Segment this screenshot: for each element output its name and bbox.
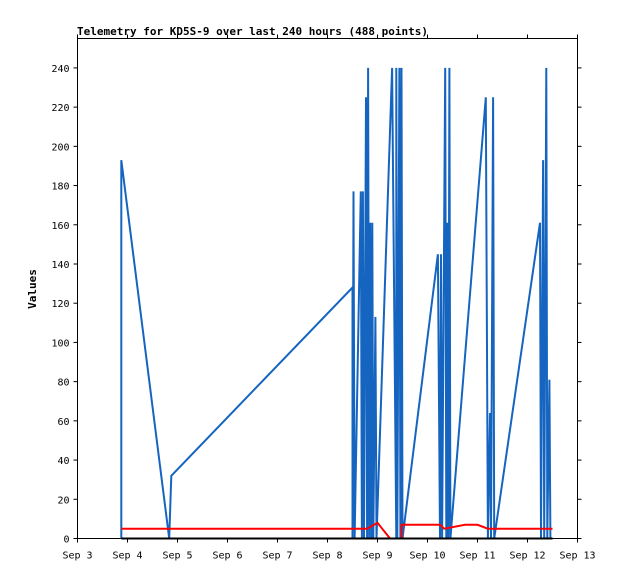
series-line-blue: [120, 67, 552, 539]
x-tick-label: Sep 10: [409, 551, 445, 562]
x-axis: Sep 3 Sep 4 Sep 5 Sep 6 Sep 7 Sep 8 Sep 9 Sep 1…: [62, 34, 596, 562]
series-layer: [120, 67, 553, 540]
x-tick-label: Sep 3: [62, 551, 92, 562]
y-tick-label: 60: [57, 417, 69, 428]
x-tick-label: Sep 4: [112, 551, 142, 562]
y-tick-label: 180: [51, 182, 69, 193]
plot-area: [77, 38, 578, 539]
y-tick-label: 40: [57, 456, 69, 467]
y-tick-label: 140: [51, 260, 69, 271]
y-tick-label: 80: [57, 378, 69, 389]
x-tick-label: Sep 8: [312, 551, 342, 562]
x-tick-label: Sep 5: [162, 551, 192, 562]
y-tick-label: 20: [57, 495, 69, 506]
y-tick-label: 120: [51, 299, 69, 310]
x-tick-label: Sep 9: [362, 551, 392, 562]
y-tick-label: 0: [63, 535, 69, 546]
y-tick-label: 220: [51, 103, 69, 114]
y-tick-label: 160: [51, 221, 69, 232]
series-line-red: [121, 521, 553, 540]
x-tick-label: Sep 13: [559, 551, 595, 562]
y-tick-label: 240: [51, 64, 69, 75]
x-tick-label: Sep 12: [509, 551, 545, 562]
y-axis: 0 20 40 60 80 100 120 140 160 180 200 220 240: [51, 64, 582, 546]
y-tick-label: 200: [51, 142, 69, 153]
chart-title: Telemetry for KD5S-9 over last 240 hours…: [77, 25, 428, 38]
x-tick-label: Sep 11: [459, 551, 495, 562]
y-tick-label: 100: [51, 338, 69, 349]
x-tick-label: Sep 6: [212, 551, 242, 562]
y-axis-label: Values: [26, 269, 39, 309]
x-tick-label: Sep 7: [262, 551, 292, 562]
